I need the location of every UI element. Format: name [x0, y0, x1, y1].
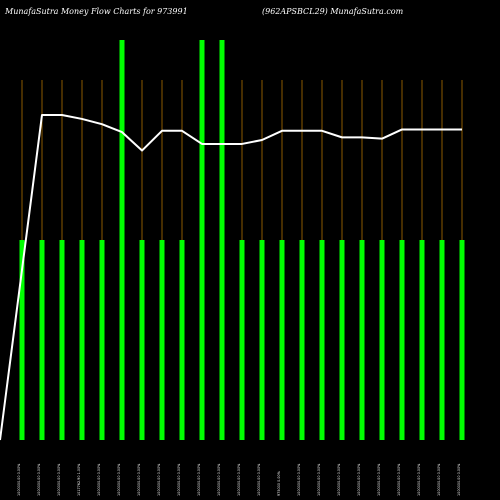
x-tick-label: 1000000.00 0.00%: [457, 463, 461, 496]
x-tick-label: 1000000.00 0.00%: [177, 463, 181, 496]
x-tick-label: 1000000.00 0.00%: [157, 463, 161, 496]
chart-subtitle: (962APSBCL29) MunafaSutra.com: [262, 7, 404, 16]
x-tick-label: 1000000.00 0.00%: [117, 463, 121, 496]
bar: [159, 240, 165, 440]
bar: [79, 240, 85, 440]
x-tick-label: 1000000.00 0.00%: [217, 463, 221, 496]
bar: [19, 240, 25, 440]
x-tick-label: 1000000.00 0.00%: [377, 463, 381, 496]
bar: [119, 40, 125, 440]
grid-layer: [21, 80, 463, 250]
x-tick-label: 1000000.00 0.00%: [237, 463, 241, 496]
x-tick-label: 975000 0.00%: [277, 470, 281, 496]
bar-layer: [19, 40, 465, 440]
x-tick-label: 1000000.00 0.00%: [137, 463, 141, 496]
bar: [179, 240, 185, 440]
bar: [239, 240, 245, 440]
bar: [319, 240, 325, 440]
bar: [59, 240, 65, 440]
x-tick-label: 1000000.00 0.00%: [337, 463, 341, 496]
bar: [199, 40, 205, 440]
x-tick-label: 1000000.00 0.00%: [37, 463, 41, 496]
x-tick-label: 1000000.00 0.00%: [357, 463, 361, 496]
x-tick-label: 1000000.00 0.00%: [437, 463, 441, 496]
x-tick-label: 1000000.00 0.00%: [97, 463, 101, 496]
chart-title: MunafaSutra Money Flow Charts for 973991: [4, 7, 188, 16]
bar: [299, 240, 305, 440]
bar: [259, 240, 265, 440]
line-layer: [0, 114, 462, 441]
bar: [399, 240, 405, 440]
x-tick-label: 1017762.90 1.00%: [77, 463, 81, 496]
x-tick-label: 1000000.00 0.00%: [57, 463, 61, 496]
x-tick-label: 1000000.00 0.00%: [197, 463, 201, 496]
bar: [219, 40, 225, 440]
bar: [459, 240, 465, 440]
x-tick-label: 1000000.00 0.00%: [257, 463, 261, 496]
bar: [39, 240, 45, 440]
tick-label-layer: 1000000.00 0.00% 1000000.00 0.00% 1000000.…: [17, 463, 461, 496]
x-tick-label: 1000000.00 0.00%: [417, 463, 421, 496]
bar: [339, 240, 345, 440]
bar: [379, 240, 385, 440]
bar: [359, 240, 365, 440]
x-tick-label: 1000000.00 0.00%: [297, 463, 301, 496]
money-flow-line: [0, 114, 462, 441]
x-tick-label: 1000000.00 0.00%: [17, 463, 21, 496]
x-tick-label: 1000000.00 0.00%: [397, 463, 401, 496]
bar: [439, 240, 445, 440]
x-tick-label: 1000000.00 0.00%: [317, 463, 321, 496]
bar: [419, 240, 425, 440]
bar: [139, 240, 145, 440]
bar: [279, 240, 285, 440]
bar: [99, 240, 105, 440]
